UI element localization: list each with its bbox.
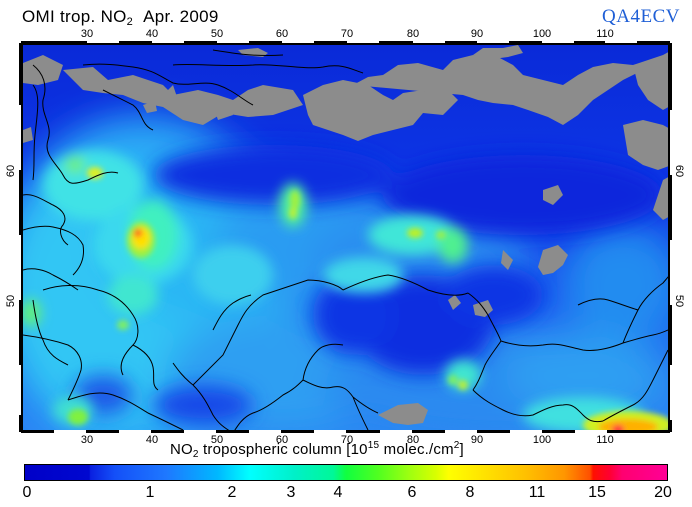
bottom-axis-segment xyxy=(510,430,542,433)
top-lon-tick: 100 xyxy=(532,28,552,40)
hotspots xyxy=(68,167,668,430)
title-subscript: 2 xyxy=(126,16,134,28)
bottom-lon-tick: 30 xyxy=(80,434,94,446)
left-axis-segment xyxy=(19,105,22,170)
no2-map[interactable] xyxy=(21,43,670,432)
colorbar-label: NO2 tropospheric column [1015 molec./cm2… xyxy=(170,440,464,460)
top-axis-segment xyxy=(152,41,184,44)
cb-label-sub: 2 xyxy=(192,449,199,460)
colorbar-tick: 11 xyxy=(528,484,546,501)
cb-label-sup: 15 xyxy=(367,440,380,451)
top-axis-segment xyxy=(413,41,445,44)
top-lon-tick: 70 xyxy=(340,28,354,40)
top-lon-tick: 110 xyxy=(596,28,614,40)
colorbar xyxy=(24,464,668,481)
top-axis-segment xyxy=(605,41,637,44)
colorbar-tick: 15 xyxy=(588,484,606,501)
bottom-axis-segment xyxy=(314,430,346,433)
title-date: Apr. 2009 xyxy=(143,7,219,26)
top-lon-tick: 50 xyxy=(210,28,224,40)
bottom-lon-tick: 60 xyxy=(275,434,289,446)
map-title: OMI trop. NO2 Apr. 2009 xyxy=(22,7,219,28)
bottom-lon-tick: 80 xyxy=(406,434,420,446)
bottom-lon-tick: 90 xyxy=(470,434,484,446)
bottom-axis-segment xyxy=(575,430,607,433)
top-axis-segment xyxy=(542,41,574,44)
bottom-axis-segment xyxy=(380,430,412,433)
top-axis-bar xyxy=(21,41,670,44)
bottom-lon-tick: 110 xyxy=(596,434,614,446)
bottom-lon-tick: 40 xyxy=(145,434,159,446)
left-lat-tick: 60 xyxy=(5,164,18,178)
colorbar-tick: 0 xyxy=(22,484,32,501)
top-lon-tick: 30 xyxy=(80,28,94,40)
bottom-axis-segment xyxy=(184,430,216,433)
bottom-lon-tick: 70 xyxy=(340,434,354,446)
bottom-axis-segment xyxy=(249,430,281,433)
missing-data xyxy=(23,45,668,425)
country-borders xyxy=(23,49,668,430)
left-axis-segment xyxy=(19,235,22,300)
top-axis-segment xyxy=(217,41,249,44)
colorbar-tick: 4 xyxy=(333,484,343,501)
cb-label-prefix: NO xyxy=(170,441,193,458)
right-axis-bar xyxy=(669,43,672,432)
bottom-lon-tick: 50 xyxy=(210,434,224,446)
top-axis-segment xyxy=(87,41,119,44)
top-lon-tick: 60 xyxy=(275,28,289,40)
colorbar-tick: 6 xyxy=(407,484,417,501)
right-lat-tick: 50 xyxy=(673,294,686,308)
top-axis-segment xyxy=(282,41,314,44)
right-axis-segment xyxy=(669,365,672,420)
right-axis-segment xyxy=(669,240,672,305)
bottom-axis-segment xyxy=(119,430,151,433)
right-axis-segment xyxy=(669,110,672,175)
left-axis-segment xyxy=(19,365,22,415)
bottom-lon-tick: 100 xyxy=(532,434,552,446)
bottom-axis-segment xyxy=(445,430,477,433)
title-text: OMI trop. NO xyxy=(22,7,127,26)
top-lon-tick: 90 xyxy=(470,28,484,40)
brand-label: QA4ECV xyxy=(602,6,680,27)
right-lat-tick: 60 xyxy=(673,164,686,178)
top-lon-tick: 80 xyxy=(406,28,420,40)
colorbar-tick: 20 xyxy=(654,484,672,501)
bottom-axis-segment xyxy=(54,430,86,433)
no2-field xyxy=(23,45,668,430)
cb-label-unit-sup: 2 xyxy=(453,440,460,451)
top-lon-tick: 40 xyxy=(145,28,159,40)
colorbar-tick: 3 xyxy=(286,484,296,501)
top-axis-segment xyxy=(477,41,509,44)
colorbar-tick: 8 xyxy=(465,484,475,501)
top-axis-segment xyxy=(347,41,379,44)
cb-label-unit: molec./cm xyxy=(379,441,454,458)
cb-label-end: ] xyxy=(459,441,464,458)
cb-label-mid: tropospheric column [10 xyxy=(198,441,368,458)
colorbar-tick: 2 xyxy=(227,484,237,501)
left-lat-tick: 50 xyxy=(5,294,18,308)
colorbar-tick: 1 xyxy=(145,484,155,501)
